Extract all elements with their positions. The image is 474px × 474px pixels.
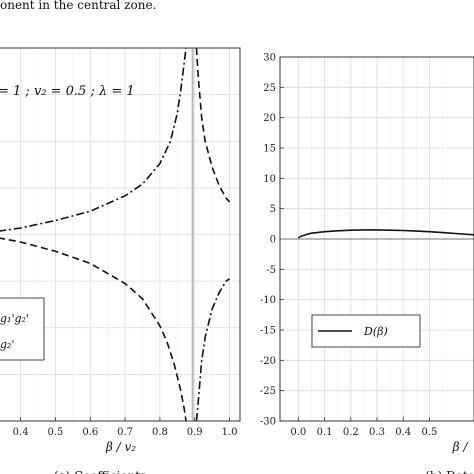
x-tick-label: 0.7 bbox=[117, 427, 133, 438]
x-tick-label: 0.6 bbox=[82, 427, 98, 438]
x-tick-label: 0.2 bbox=[343, 427, 359, 438]
legend-box bbox=[0, 297, 45, 361]
y-tick-label: -10 bbox=[260, 295, 276, 306]
y-tick-label: 25 bbox=[263, 83, 276, 94]
y-tick-label: -25 bbox=[260, 386, 276, 397]
parameters-annotation: = 1 ; v₂ = 0.5 ; λ = 1 bbox=[0, 84, 135, 99]
y-tick-label: -30 bbox=[260, 417, 276, 428]
x-tick-label: 0.5 bbox=[48, 427, 64, 438]
top-caption: onent in the central zone. bbox=[0, 0, 156, 12]
x-tick-label: 0.3 bbox=[369, 427, 385, 438]
y-tick-label: 30 bbox=[263, 53, 276, 64]
series-line-3 bbox=[195, 278, 231, 421]
series-line-1 bbox=[0, 48, 187, 232]
series-line-1 bbox=[298, 229, 474, 239]
x-tick-label: 0.4 bbox=[13, 427, 29, 438]
x-tick-label: 0.8 bbox=[152, 427, 168, 438]
y-tick-label: -5 bbox=[266, 265, 276, 276]
y-tick-label: -20 bbox=[260, 356, 276, 367]
panel-a-coefficients: 0.4 0.5 0.6 0.7 0.8 0.9 1.0 β / v₂ (a) Coefficie… bbox=[0, 47, 241, 474]
legend-label-2: g₂' bbox=[0, 338, 14, 351]
x-tick-label: 0.5 bbox=[421, 427, 437, 438]
panel-b-determinant: 0.0 0.1 0.2 0.3 0.4 0.5 -30 -25 -20 -15 -10 -5 0 5 10 1… bbox=[260, 53, 474, 474]
x-axis-label: β / bbox=[452, 440, 470, 454]
panel-caption: (b) Dete bbox=[425, 469, 474, 474]
series-line-4 bbox=[195, 48, 231, 203]
x-tick-label: 0.1 bbox=[317, 427, 333, 438]
y-tick-label: 15 bbox=[263, 144, 276, 155]
y-tick-label: -15 bbox=[260, 326, 276, 337]
y-tick-label: 10 bbox=[263, 174, 276, 185]
x-tick-label: 1.0 bbox=[222, 427, 238, 438]
plot-frame bbox=[279, 56, 474, 422]
legend-label-1: g₁'g₂' bbox=[0, 312, 29, 325]
y-tick-label: 0 bbox=[270, 235, 276, 246]
panel-caption: (a) Coefficients bbox=[54, 469, 147, 474]
y-tick-label: 20 bbox=[263, 113, 276, 124]
x-tick-label: 0.9 bbox=[187, 427, 203, 438]
y-tick-label: 5 bbox=[270, 204, 276, 215]
plot-frame bbox=[0, 47, 241, 422]
x-tick-label: 0.0 bbox=[290, 427, 306, 438]
x-tick-label: 0.4 bbox=[395, 427, 411, 438]
legend-label: D(β) bbox=[363, 325, 388, 338]
x-axis-label: β / v₂ bbox=[105, 440, 136, 454]
